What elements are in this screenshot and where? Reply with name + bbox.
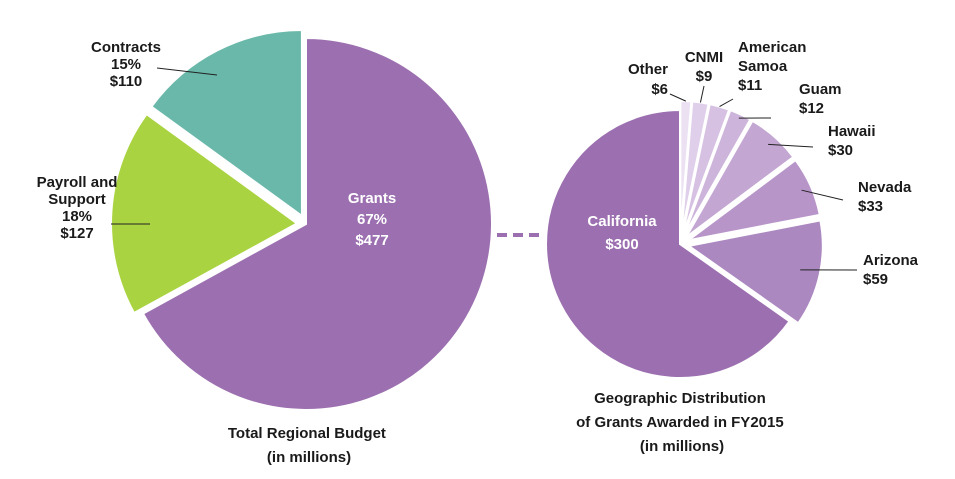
slice-label-line: Arizona	[863, 252, 919, 269]
slice-label-line: 18%	[62, 208, 92, 225]
left-caption-line: (in millions)	[267, 449, 351, 466]
slice-label-line: Contracts	[91, 39, 161, 56]
leader-line-nevada	[801, 189, 844, 201]
slice-label-line: $127	[60, 225, 93, 242]
slice-label-line: $9	[696, 68, 713, 85]
slice-label-line: Payroll and	[37, 174, 118, 191]
slice-label-arizona: Arizona $59	[863, 252, 919, 288]
leader-line-american-samoa	[719, 98, 734, 108]
slice-label-hawaii: Hawaii $30	[828, 123, 876, 159]
slice-label-line: Grants	[348, 190, 396, 207]
slice-label-line: $59	[863, 271, 888, 288]
regional-budget-pie: Grants 67% $477 Payroll and Support 18% $127 Co…	[37, 28, 493, 411]
leader-line-cnmi	[699, 85, 705, 103]
pie-slice-arizona	[686, 219, 824, 325]
leader-line-other	[669, 93, 687, 102]
leader-line-contracts	[156, 67, 218, 76]
slice-label-contracts: Contracts 15% $110	[91, 39, 161, 90]
slice-label-line: 67%	[357, 211, 387, 228]
right-caption-line: (in millions)	[640, 438, 724, 455]
slice-label-line: Support	[48, 191, 106, 208]
leader-line-hawaii	[768, 143, 814, 148]
slice-label-line: $477	[355, 232, 388, 249]
slice-label-line: $33	[858, 198, 883, 215]
pie-slice-california	[545, 108, 791, 379]
slice-label-line: Samoa	[738, 58, 788, 75]
slice-label-other: Other $6	[628, 61, 668, 98]
slice-label-line: $6	[651, 81, 668, 98]
right-caption-line: Geographic Distribution	[594, 390, 766, 407]
slice-label-american-samoa: American Samoa $11	[738, 39, 806, 94]
slice-label-line: $30	[828, 142, 853, 159]
slice-label-line: $11	[738, 77, 762, 94]
slice-label-california: California $300	[587, 213, 657, 253]
slice-label-cnmi: CNMI $9	[685, 49, 723, 85]
slice-label-nevada: Nevada $33	[858, 179, 912, 215]
slice-label-line: 15%	[111, 56, 141, 73]
slice-label-guam: Guam $12	[799, 81, 842, 117]
slice-label-line: $110	[110, 73, 143, 90]
slice-label-line: $300	[605, 236, 638, 253]
slice-label-line: Hawaii	[828, 123, 876, 140]
right-caption: Geographic Distribution of Grants Awarde…	[576, 390, 788, 455]
pie-slice-hawaii	[685, 119, 795, 239]
slice-label-line: California	[587, 213, 657, 230]
slice-label-payroll: Payroll and Support 18% $127	[37, 174, 118, 242]
left-caption-line: Total Regional Budget	[228, 425, 386, 442]
slice-label-line: Guam	[799, 81, 842, 98]
slice-label-line: $12	[799, 100, 824, 117]
slice-label-line: American	[738, 39, 806, 56]
slice-label-grants: Grants 67% $477	[348, 190, 396, 249]
pie-slice-guam	[682, 108, 752, 237]
pie-slice-contracts	[150, 28, 303, 218]
pie-slice-cnmi	[680, 100, 710, 236]
left-caption: Total Regional Budget (in millions)	[228, 425, 390, 466]
slice-label-line: Nevada	[858, 179, 912, 196]
slice-label-line: Other	[628, 61, 668, 78]
slice-label-line: CNMI	[685, 49, 723, 66]
right-caption-line: of Grants Awarded in FY2015	[576, 414, 784, 431]
grants-distribution-pie: California $300 Other $6 CNMI $9 American Samoa…	[545, 39, 919, 379]
pie-slice-payroll	[110, 112, 299, 315]
pie-slice-grants	[141, 36, 493, 411]
pie-slice-nevada	[687, 158, 821, 242]
